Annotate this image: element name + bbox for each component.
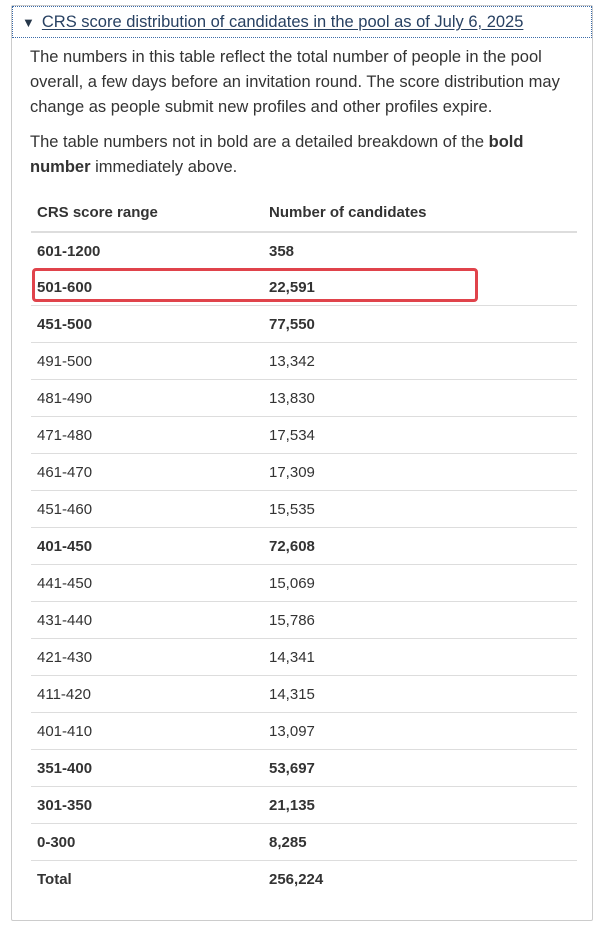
candidate-count-cell: 256,224 [263, 860, 577, 897]
table-header-row: CRS score range Number of candidates [31, 193, 577, 233]
candidate-count-cell: 72,608 [263, 527, 577, 565]
table-row: 351-400 53,697 [31, 749, 577, 787]
score-range-cell: 501-600 [37, 278, 93, 296]
score-range-cell: 301-350 [31, 786, 263, 824]
table-row: 451-460 15,535 [31, 490, 577, 528]
table-row: 601-1200 358 [31, 231, 577, 269]
candidate-count-cell: 15,786 [263, 601, 577, 639]
score-range-cell: Total [31, 860, 263, 897]
score-range-cell: 491-500 [31, 342, 263, 380]
table-row: 471-480 17,534 [31, 416, 577, 454]
details-panel: ▼ CRS score distribution of candidates i… [11, 5, 593, 921]
score-range-cell: 401-450 [31, 527, 263, 565]
explanation-text-end: immediately above. [90, 158, 238, 176]
candidate-count-cell: 17,534 [263, 416, 577, 454]
table-row: 0-300 8,285 [31, 823, 577, 861]
candidate-count-cell: 14,341 [263, 638, 577, 676]
score-range-cell: 401-410 [31, 712, 263, 750]
column-header-score-range: CRS score range [31, 193, 263, 233]
score-range-cell: 351-400 [31, 749, 263, 787]
candidate-count-cell: 77,550 [263, 305, 577, 343]
table-row: 451-500 77,550 [31, 305, 577, 343]
table-row: 441-450 15,069 [31, 564, 577, 602]
candidate-count-cell: 13,830 [263, 379, 577, 417]
score-range-cell: 431-440 [31, 601, 263, 639]
candidate-count-cell: 14,315 [263, 675, 577, 713]
explanation-bold-text: bold number [30, 133, 524, 176]
candidate-count-cell: 21,135 [263, 786, 577, 824]
score-range-cell: 0-300 [31, 823, 263, 861]
highlight-box [32, 268, 478, 302]
score-range-cell: 451-460 [31, 490, 263, 528]
candidate-count-cell: 13,342 [263, 342, 577, 380]
score-range-cell: 481-490 [31, 379, 263, 417]
triangle-down-icon: ▼ [22, 14, 35, 30]
table-body: 601-1200 358 501-600 22,591 451-500 77,550 491… [31, 231, 577, 897]
candidate-count-cell: 22,591 [269, 278, 315, 296]
candidate-count-cell: 15,069 [263, 564, 577, 602]
score-range-cell: 601-1200 [31, 231, 263, 269]
candidate-count-cell: 15,535 [263, 490, 577, 528]
crs-distribution-table: CRS score range Number of candidates 601… [31, 193, 577, 897]
table-row: 461-470 17,309 [31, 453, 577, 491]
table-row: 501-600 22,591 [31, 269, 577, 306]
candidate-count-cell: 53,697 [263, 749, 577, 787]
bold-explanation-paragraph: The table numbers not in bold are a deta… [30, 130, 575, 180]
table-row: 421-430 14,341 [31, 638, 577, 676]
table-row: Total 256,224 [31, 860, 577, 897]
intro-paragraph: The numbers in this table reflect the to… [30, 48, 560, 116]
score-range-cell: 471-480 [31, 416, 263, 454]
candidate-count-cell: 358 [263, 231, 577, 269]
candidate-count-cell: 17,309 [263, 453, 577, 491]
table-row: 481-490 13,830 [31, 379, 577, 417]
table-row: 491-500 13,342 [31, 342, 577, 380]
table-row: 431-440 15,786 [31, 601, 577, 639]
score-range-cell: 421-430 [31, 638, 263, 676]
table-row: 301-350 21,135 [31, 786, 577, 824]
candidate-count-cell: 13,097 [263, 712, 577, 750]
candidate-count-cell: 8,285 [263, 823, 577, 861]
table-row: 401-450 72,608 [31, 527, 577, 565]
score-range-cell: 451-500 [31, 305, 263, 343]
explanation-text-start: The table numbers not in bold are a deta… [30, 133, 489, 151]
table-row: 401-410 13,097 [31, 712, 577, 750]
table-row: 411-420 14,315 [31, 675, 577, 713]
score-range-cell: 441-450 [31, 564, 263, 602]
details-summary-toggle[interactable]: ▼ CRS score distribution of candidates i… [12, 6, 592, 38]
details-summary-link[interactable]: CRS score distribution of candidates in … [41, 12, 524, 31]
column-header-candidates: Number of candidates [263, 193, 577, 233]
score-range-cell: 411-420 [31, 675, 263, 713]
score-range-cell: 461-470 [31, 453, 263, 491]
